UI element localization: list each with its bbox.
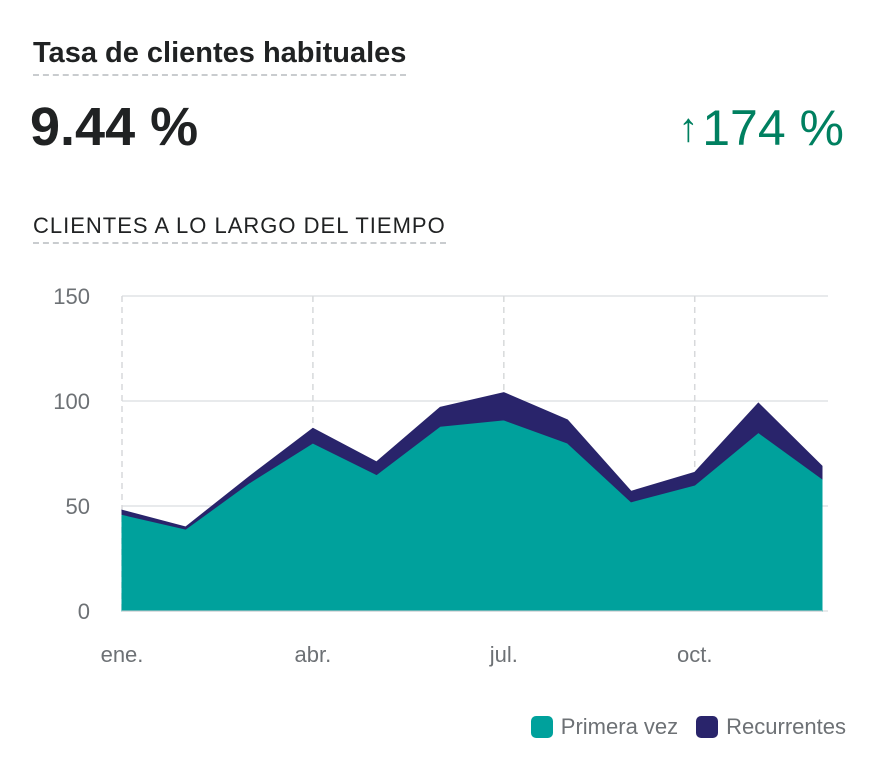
chart-section-title[interactable]: CLIENTES A LO LARGO DEL TIEMPO	[33, 213, 446, 245]
change-value: 174 %	[702, 100, 844, 156]
arrow-up-icon: ↑	[678, 106, 699, 150]
area-series-1	[121, 392, 823, 530]
legend-item-returning[interactable]: Recurrentes	[696, 714, 846, 740]
area-chart: 0 50 100 150 ene. abr. jul. oct.	[53, 284, 828, 667]
chart-legend: Primera vez Recurrentes	[530, 714, 846, 740]
metric-value: 9.44 %	[30, 97, 199, 157]
x-tick-label: oct.	[677, 642, 712, 667]
x-tick-label: ene.	[101, 642, 144, 667]
change-indicator: ↑ 174 %	[678, 103, 844, 153]
legend-label-returning: Recurrentes	[726, 714, 846, 739]
x-tick-label: jul.	[489, 642, 518, 667]
legend-swatch-returning	[696, 716, 719, 738]
legend-item-first-time[interactable]: Primera vez	[530, 714, 679, 740]
legend-swatch-first-time	[530, 716, 553, 738]
card-title[interactable]: Tasa de clientes habituales	[33, 37, 407, 76]
x-tick-label: abr.	[295, 642, 332, 667]
y-tick-label: 100	[53, 389, 90, 414]
y-tick-label: 0	[78, 599, 90, 624]
y-tick-label: 150	[53, 284, 90, 309]
legend-label-first-time: Primera vez	[560, 714, 679, 739]
y-tick-label: 50	[66, 494, 90, 519]
